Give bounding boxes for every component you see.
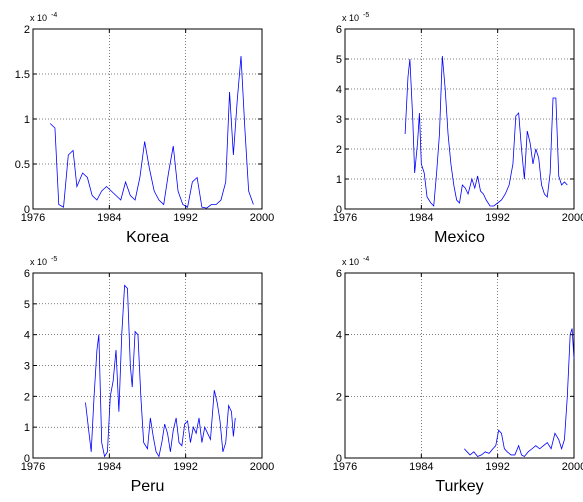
data-line xyxy=(49,55,254,209)
chart-title: Korea xyxy=(126,229,169,246)
y-tick-label: 0 xyxy=(24,204,30,216)
axes-frame xyxy=(344,28,575,210)
y-tick-label: 6 xyxy=(336,268,342,280)
y-tick-label: 3 xyxy=(336,114,342,126)
x-tick-label: 1976 xyxy=(333,461,357,473)
chart-title: Turkey xyxy=(435,478,483,495)
x-tick-label: 2000 xyxy=(562,461,583,473)
y-tick-label: 1.5 xyxy=(15,69,30,81)
y-tick-label: 4 xyxy=(24,330,30,342)
scale-label: x 10 xyxy=(30,257,47,267)
y-tick-label: 3 xyxy=(24,361,30,373)
data-line xyxy=(463,328,575,457)
chart-title: Peru xyxy=(131,478,165,495)
y-tick-label: 4 xyxy=(336,84,342,96)
data-line xyxy=(404,55,568,207)
chart-title: Mexico xyxy=(434,229,485,246)
y-tick-label: 0 xyxy=(336,204,342,216)
axes-frame xyxy=(344,272,575,459)
subplot: 0 0.5 1 1.5 2 1976 1984 1992 2000 x 10 -4 Korea xyxy=(15,12,275,246)
y-tick-label: 0 xyxy=(336,453,342,465)
scale-label: x 10 xyxy=(342,13,359,23)
plot-area xyxy=(345,273,574,458)
y-tick-label: 2 xyxy=(24,391,30,403)
scale-label: x 10 xyxy=(30,13,47,23)
y-tick-label: 5 xyxy=(336,54,342,66)
x-tick-label: 1992 xyxy=(173,212,197,224)
y-tick-label: 0.5 xyxy=(15,159,30,171)
scale-exponent: -4 xyxy=(51,12,57,19)
y-tick-label: 1 xyxy=(24,422,30,434)
x-tick-label: 1984 xyxy=(97,212,121,224)
x-tick-label: 2000 xyxy=(562,212,583,224)
y-tick-label: 6 xyxy=(24,268,30,280)
x-tick-label: 1976 xyxy=(21,212,45,224)
x-tick-label: 1976 xyxy=(21,461,45,473)
scale-exponent: -4 xyxy=(363,256,369,263)
x-tick-label: 1984 xyxy=(409,461,433,473)
x-tick-label: 1992 xyxy=(485,461,509,473)
y-tick-label: 5 xyxy=(24,299,30,311)
y-tick-label: 2 xyxy=(336,391,342,403)
subplot: 0 1 2 3 4 5 6 1976 1984 1992 2000 x 10 -5 Peru xyxy=(21,256,274,495)
x-tick-label: 1984 xyxy=(97,461,121,473)
scale-exponent: -5 xyxy=(363,12,369,19)
scale-exponent: -5 xyxy=(51,256,57,263)
y-tick-label: 4 xyxy=(336,330,342,342)
y-tick-label: 1 xyxy=(336,174,342,186)
y-tick-label: 6 xyxy=(336,24,342,36)
subplot: 0 1 2 3 4 5 6 1976 1984 1992 2000 x 10 -5 Mexico xyxy=(333,12,583,246)
x-tick-label: 2000 xyxy=(250,461,274,473)
y-tick-label: 1 xyxy=(24,114,30,126)
y-tick-label: 2 xyxy=(336,144,342,156)
axes-frame xyxy=(32,28,263,210)
y-tick-label: 0 xyxy=(24,453,30,465)
axes-frame xyxy=(32,272,263,459)
scale-label: x 10 xyxy=(342,257,359,267)
x-tick-label: 1992 xyxy=(485,212,509,224)
subplot: 0 2 4 6 1976 1984 1992 2000 x 10 -4 Turkey xyxy=(333,256,583,495)
x-tick-label: 2000 xyxy=(250,212,274,224)
x-tick-label: 1984 xyxy=(409,212,433,224)
y-tick-label: 2 xyxy=(24,24,30,36)
x-tick-label: 1992 xyxy=(173,461,197,473)
data-line xyxy=(85,284,236,458)
x-tick-label: 1976 xyxy=(333,212,357,224)
